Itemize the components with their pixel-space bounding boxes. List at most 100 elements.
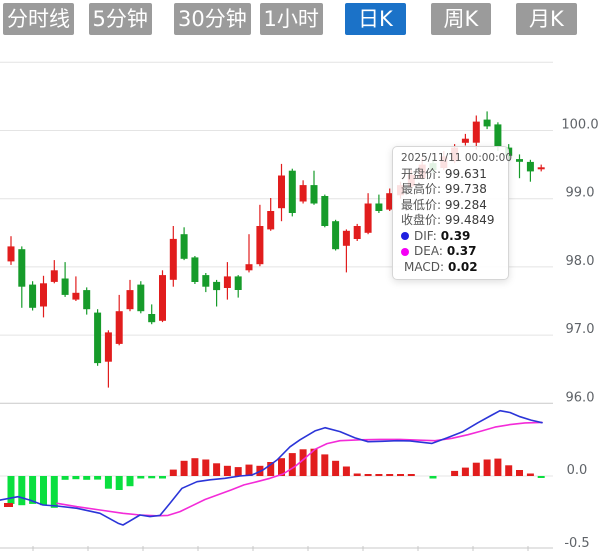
macd-hist-bar — [288, 453, 296, 476]
candle-down — [202, 275, 210, 287]
tab-daily-k[interactable]: 日K — [345, 3, 406, 35]
macd-hist-bar — [40, 476, 47, 506]
macd-hist-bar — [7, 476, 15, 504]
candle-down — [191, 257, 199, 282]
tooltip-high-row: 最高价: 99.738 — [401, 182, 487, 196]
macd-hist-bar — [278, 458, 285, 476]
tooltip-close-row: 收盘价: 99.4849 — [401, 213, 495, 227]
candle-up — [461, 138, 469, 143]
candle-up — [72, 292, 80, 300]
macd-hist-bar — [191, 458, 199, 476]
candle-down — [494, 124, 502, 147]
tooltip-dif-row: DIF: 0.39 — [401, 229, 500, 245]
tab-monthly-k[interactable]: 月K — [516, 3, 577, 35]
macd-hist-bar — [364, 474, 372, 476]
macd-hist-bar — [50, 476, 58, 508]
price-tick-label: 98.0 — [566, 254, 595, 269]
macd-hist-bar — [537, 476, 545, 478]
macd-hist-bar — [115, 476, 123, 490]
candle-up — [169, 238, 177, 280]
macd-hist-bar — [386, 474, 394, 476]
macd-hist-bar — [234, 467, 242, 476]
macd-hist-bar — [169, 469, 177, 476]
tab-30min[interactable]: 30分钟 — [174, 3, 251, 35]
crosshair-tooltip: 2025/11/11 00:00:00 开盘价: 99.631 最高价: 99.… — [392, 146, 512, 280]
candle-up — [342, 230, 350, 246]
candle-down — [310, 185, 318, 204]
macd-hist-bar — [353, 473, 361, 476]
macd-hist-bar — [526, 473, 534, 476]
macd-hist-bar — [321, 454, 329, 476]
macd-hist-bar — [29, 476, 37, 504]
candle-down — [516, 159, 523, 162]
price-tick-label: 96.0 — [566, 390, 595, 405]
candle-down — [234, 276, 242, 290]
candle-down — [61, 278, 69, 295]
candle-up — [104, 332, 112, 362]
candle-up — [278, 175, 285, 209]
candle-down — [526, 161, 534, 172]
candle-down — [288, 170, 296, 213]
interval-tabbar: 分时线 5分钟 30分钟 1小时 日K 周K 月K — [3, 3, 602, 35]
tooltip-low-row: 最低价: 99.284 — [401, 197, 487, 212]
macd-hist-bar — [18, 476, 26, 506]
macd-hist-bar — [472, 462, 480, 476]
macd-hist-bar — [137, 476, 145, 479]
macd-hist-bar — [494, 458, 502, 476]
macd-hist-bar — [72, 476, 80, 480]
candle-up — [245, 264, 253, 271]
macd-hist-bar — [126, 476, 134, 487]
macd-hist-bar — [180, 460, 188, 476]
candle-up — [223, 276, 231, 288]
tooltip-dea-row: DEA: 0.37 — [401, 244, 500, 260]
dif-line — [0, 409, 543, 526]
macd-hist-bar — [202, 459, 210, 476]
macd-hist-bar — [83, 476, 91, 480]
price-tick-label: 100.0 — [561, 118, 598, 133]
candle-up — [353, 226, 361, 239]
macd-hist-bar — [299, 449, 307, 476]
candle-up — [256, 226, 264, 265]
macd-hist-bar — [213, 463, 221, 476]
macd-hist-bar — [267, 462, 275, 476]
candle-up — [364, 203, 372, 233]
tab-5min[interactable]: 5分钟 — [88, 3, 152, 35]
tab-1hour[interactable]: 1小时 — [259, 3, 323, 35]
tab-timeline[interactable]: 分时线 — [3, 3, 74, 35]
candle-down — [321, 196, 329, 226]
macd-hist-bar — [397, 474, 404, 476]
macd-hist-bar — [516, 470, 523, 476]
candle-up — [115, 311, 123, 344]
candle-down — [483, 119, 491, 127]
macd-hist-bar — [332, 460, 340, 476]
macd-hist-bar — [505, 465, 513, 476]
macd-edge-mark — [4, 503, 13, 507]
dea-dot-icon — [401, 247, 409, 256]
candle-up — [267, 211, 275, 230]
macd-hist-bar — [159, 476, 166, 479]
candle-up — [126, 290, 134, 310]
candle-down — [180, 234, 188, 259]
candle-down — [29, 284, 37, 308]
candle-down — [137, 284, 145, 312]
macd-hist-bar — [342, 466, 350, 476]
candle-up — [299, 185, 307, 202]
dea-line — [56, 421, 543, 517]
dif-dot-icon — [401, 232, 409, 241]
tooltip-macd-row: MACD: 0.02 — [404, 259, 478, 274]
macd-hist-bar — [104, 476, 112, 489]
tooltip-open-row: 开盘价: 99.631 — [401, 166, 487, 181]
candle-down — [375, 203, 383, 211]
candle-down — [332, 221, 340, 250]
candle-down — [94, 312, 102, 364]
candle-down — [148, 314, 156, 323]
macd-hist-bar — [461, 467, 469, 476]
tab-weekly-k[interactable]: 周K — [430, 3, 492, 35]
macd-hist-bar — [451, 470, 459, 476]
macd-hist-bar — [61, 476, 69, 480]
macd-hist-bar — [223, 465, 231, 476]
macd-tick-label: -0.5 — [564, 536, 589, 551]
candle-down — [213, 281, 221, 291]
macd-hist-bar — [245, 464, 253, 476]
